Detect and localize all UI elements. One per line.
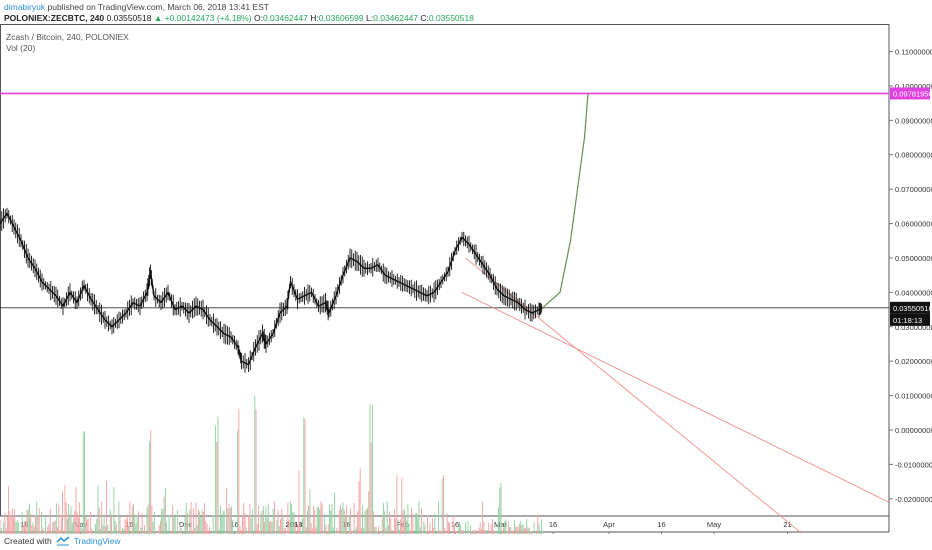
- pane-title: Zcash / Bitcoin, 240, POLONIEX: [6, 32, 129, 42]
- y-tick-label: 0.10000000: [895, 82, 932, 91]
- volume-indicator-label[interactable]: Vol (20): [6, 43, 36, 53]
- symbol-label[interactable]: POLONIEX:ZECBTC, 240: [4, 13, 105, 23]
- y-tick-label: 0.03000000: [895, 323, 932, 332]
- y-tick-label: 0.09000000: [895, 116, 932, 125]
- close-label: C:: [420, 13, 429, 23]
- x-tick-label: Apr: [603, 520, 615, 529]
- open-label: O:: [253, 13, 263, 23]
- close-value: 0.03550518: [428, 13, 474, 23]
- created-with-text: Created with: [4, 536, 52, 546]
- target-price-tag-bg: [890, 87, 930, 100]
- projection-path: [542, 93, 589, 309]
- current-price-tag-bg: [890, 301, 930, 314]
- last-price: 0.03550518: [106, 13, 152, 23]
- x-tick-label: 16: [230, 520, 238, 529]
- low-value: 0.03462447: [373, 13, 419, 23]
- bar-countdown-tag: 01:18:13: [893, 316, 922, 325]
- y-tick-label: 0.02000000: [895, 357, 932, 366]
- tradingview-logo-icon: [56, 536, 70, 546]
- target-price-tag: 0.09781950: [893, 89, 932, 98]
- y-tick-label: 0.04000000: [895, 288, 932, 297]
- publish-info: dimabiryuk published on TradingView.com,…: [4, 2, 269, 12]
- y-tick-label: 0.11000000: [895, 48, 932, 57]
- open-value: 0.03462447: [262, 13, 308, 23]
- trend-line: [461, 291, 890, 503]
- x-tick-label: 21: [783, 520, 791, 529]
- current-price-tag: 0.03550518: [893, 304, 932, 313]
- bar-countdown-tag-bg: [890, 313, 930, 326]
- y-tick-label: 0.08000000: [895, 151, 932, 160]
- plot-border: [0, 24, 890, 517]
- y-tick-label: 0.06000000: [895, 220, 932, 229]
- x-tick-label: 16: [657, 520, 665, 529]
- y-tick-label: 0.07000000: [895, 185, 932, 194]
- x-tick-label: Feb: [396, 520, 409, 529]
- price-chart[interactable]: 0.11000000 0.10000000 0.09000000 0.08000000…: [0, 24, 932, 537]
- y-tick-label: 0.05000000: [895, 254, 932, 263]
- y-tick-label: -0.01000000: [895, 460, 932, 469]
- x-tick-label: Dec: [179, 520, 193, 529]
- low-label: L:: [366, 13, 374, 23]
- x-tick-label: 16: [451, 520, 459, 529]
- tradingview-brand[interactable]: TradingView: [73, 536, 121, 546]
- symbol-info-bar: POLONIEX:ZECBTC, 240 0.03550518 ▲ +0.001…: [4, 13, 474, 23]
- high-value: 0.03606599: [318, 13, 364, 23]
- up-arrow-icon: ▲: [153, 13, 163, 23]
- y-tick-label: -0.02000000: [895, 495, 932, 504]
- x-tick-label: May: [707, 520, 721, 529]
- publish-text: published on TradingView.com, March 06, …: [47, 2, 269, 12]
- x-tick-label: 16: [549, 520, 557, 529]
- chart-frame[interactable]: 0.11000000 0.10000000 0.09000000 0.08000000…: [0, 24, 932, 537]
- y-tick-label: 0.01000000: [895, 392, 932, 401]
- high-label: H:: [310, 13, 319, 23]
- price-change: +0.00142473 (+4.18%): [164, 13, 252, 23]
- author-link[interactable]: dimabiryuk: [4, 2, 46, 12]
- footer: Created with TradingView: [4, 536, 121, 546]
- y-tick-label: 0.00000000: [895, 426, 932, 435]
